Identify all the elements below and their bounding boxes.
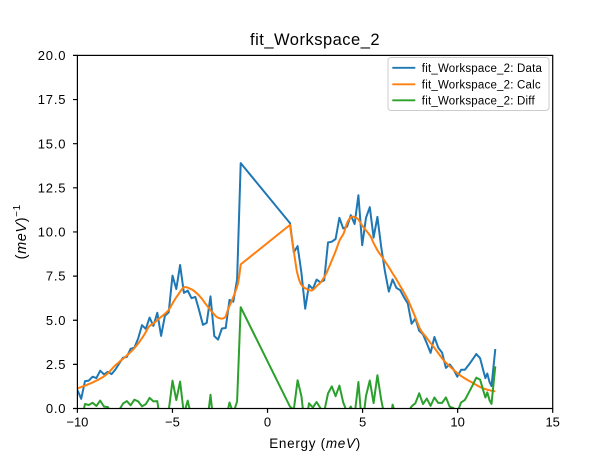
svg-text:12.5: 12.5 — [38, 180, 67, 195]
svg-text:fit_Workspace_2: Data: fit_Workspace_2: Data — [422, 63, 543, 75]
svg-text:Energy (meV): Energy (meV) — [269, 436, 361, 451]
svg-text:10.0: 10.0 — [38, 225, 67, 240]
svg-text:fit_Workspace_2: fit_Workspace_2 — [250, 31, 380, 49]
svg-text:(meV)−1: (meV)−1 — [12, 204, 30, 259]
svg-text:7.5: 7.5 — [46, 269, 66, 284]
svg-text:15: 15 — [545, 414, 559, 429]
svg-text:20.0: 20.0 — [38, 48, 67, 63]
svg-text:5: 5 — [359, 414, 366, 429]
svg-text:fit_Workspace_2: Diff: fit_Workspace_2: Diff — [422, 95, 536, 107]
svg-text:0.0: 0.0 — [46, 401, 66, 416]
svg-text:10: 10 — [450, 414, 464, 429]
svg-text:15.0: 15.0 — [38, 136, 67, 151]
svg-text:−10: −10 — [66, 414, 88, 429]
svg-text:0: 0 — [264, 414, 271, 429]
svg-text:17.5: 17.5 — [38, 92, 67, 107]
svg-text:fit_Workspace_2: Calc: fit_Workspace_2: Calc — [422, 79, 541, 91]
svg-text:2.5: 2.5 — [46, 357, 66, 372]
svg-text:−5: −5 — [165, 414, 180, 429]
svg-text:5.0: 5.0 — [46, 313, 66, 328]
